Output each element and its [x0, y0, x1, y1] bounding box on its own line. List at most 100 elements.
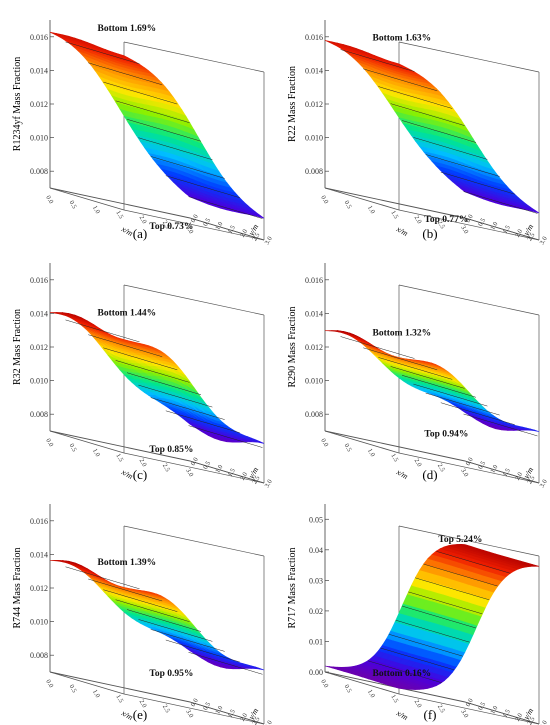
x-tick-label: 1.5 — [114, 210, 124, 221]
z-tick-label: 0.016 — [30, 33, 48, 42]
x-tick-label: 2.0 — [413, 458, 423, 469]
chart-panel-d: 0.008 0.010 0.012 0.014 0.016 0.0 0.5 1.0 1.5 2.0… — [280, 243, 550, 489]
x-tick-label: 0.5 — [343, 684, 353, 695]
y-tick-label: 0.5 — [202, 701, 212, 712]
surface — [324, 543, 540, 690]
back-top-edge — [398, 41, 540, 73]
x-tick-label: 1.5 — [114, 694, 124, 705]
x-tick-label: 1.5 — [389, 210, 399, 221]
y-tick-label: 2.0 — [514, 228, 524, 239]
surface-cell — [185, 420, 197, 429]
y-tick-label: 2.5 — [526, 232, 536, 243]
x-ticks: 0.0 0.5 1.0 1.5 2.0 2.5 3.0 — [319, 195, 469, 236]
contour-line — [363, 347, 438, 371]
chart-panel-e: 0.008 0.010 0.012 0.014 0.016 0.0 0.5 1.0 1.5 2.0… — [5, 484, 275, 725]
surface-plot-f: 0.000.010.020.030.040.050.0 0.5 1.0 1.5 2.0 2… — [287, 504, 549, 725]
contour-line — [390, 366, 465, 389]
x-tick-label: 0.5 — [68, 443, 78, 454]
contour-line — [126, 609, 202, 632]
x-tick-label: 1.0 — [91, 448, 101, 459]
x-axis-label: x/m — [394, 467, 410, 481]
x-ticks: 0.0 0.5 1.0 1.5 2.0 2.5 3.0 — [44, 438, 194, 479]
y-tick-label: 1.0 — [214, 221, 224, 232]
y-tick-label: 2.5 — [251, 716, 261, 725]
contours — [340, 49, 538, 214]
top-annotation: Top 5.24% — [438, 535, 482, 545]
z-tick-label: 0.016 — [30, 276, 48, 285]
contour-line — [436, 551, 511, 574]
contour-line — [425, 154, 500, 177]
contour-line — [388, 633, 463, 657]
y-ticks: 0.0 0.5 1.0 1.5 2.0 2.5 3.0 — [190, 456, 274, 489]
contour-line — [440, 402, 515, 425]
chart-panel-c: 0.008 0.010 0.012 0.014 0.016 0.0 0.5 1.0 1.5 2.0… — [5, 243, 275, 489]
y-tick-label: 3.0 — [264, 235, 274, 246]
z-tick-label: 0.014 — [30, 550, 48, 559]
z-axis-label: R290 Mass Fraction — [287, 306, 298, 387]
contour-line — [103, 589, 178, 612]
x-tick-label: 0.5 — [343, 200, 353, 211]
y-axis-line — [324, 430, 400, 454]
x-axis-line — [324, 187, 466, 219]
y-tick-label: 0.0 — [465, 456, 475, 467]
y-tick-label: 1.0 — [489, 705, 499, 716]
y-tick-label: 1.5 — [227, 467, 237, 478]
y-tick-label: 2.0 — [239, 471, 249, 482]
z-ticks: 0.008 0.010 0.012 0.014 0.016 — [30, 33, 54, 176]
x-tick-label: 0.0 — [44, 195, 54, 206]
y-tick-label: 0.0 — [190, 213, 200, 224]
z-tick-label: 0.03 — [309, 576, 323, 585]
y-axis-far-line — [464, 460, 540, 484]
panel-label-f: (f) — [423, 707, 437, 722]
x-tick-label: 2.0 — [413, 215, 423, 226]
axes-box — [324, 263, 540, 484]
chart-panel-a: 0.008 0.010 0.012 0.014 0.016 0.0 0.5 1.0 1.5 2.0… — [5, 0, 275, 246]
bottom-annotation: Bottom 1.69% — [98, 24, 157, 34]
back-top-edge — [123, 525, 265, 557]
contour-line — [115, 360, 190, 383]
contour-line — [413, 383, 488, 407]
top-annotation: Top 0.85% — [149, 445, 193, 455]
z-tick-label: 0.016 — [305, 276, 323, 285]
contour-line — [103, 347, 178, 371]
contours — [340, 336, 538, 437]
x-ticks: 0.0 0.5 1.0 1.5 2.0 2.5 3.0 — [319, 438, 469, 479]
z-tick-label: 0.012 — [30, 584, 48, 593]
back-top-edge — [123, 41, 265, 73]
y-axis-far-line — [189, 701, 265, 725]
contour-line — [380, 647, 455, 671]
y-tick-label: 1.5 — [227, 708, 237, 719]
y-tick-label: 2.0 — [239, 712, 249, 723]
y-axis-far-line — [189, 217, 265, 241]
y-axis-line — [49, 187, 125, 211]
x-tick-label: 0.0 — [319, 438, 329, 449]
contour-line — [103, 81, 178, 105]
x-tick-label: 1.0 — [366, 448, 376, 459]
z-axis-label: R32 Mass Fraction — [12, 309, 23, 385]
contour-line — [150, 397, 225, 420]
z-ticks: 0.008 0.010 0.012 0.014 0.016 — [30, 517, 54, 660]
z-tick-label: 0.010 — [30, 377, 48, 386]
contour-line — [126, 372, 202, 395]
contour-line — [150, 156, 225, 179]
back-floor-edge — [398, 452, 540, 484]
z-ticks: 0.00 0.01 0.02 0.03 0.04 0.05 — [309, 515, 329, 677]
contour-line — [463, 191, 538, 214]
contour-line — [138, 137, 213, 160]
x-ticks: 0.0 0.5 1.0 1.5 2.0 2.5 3.0 — [319, 679, 469, 720]
surface — [49, 559, 265, 671]
contours — [65, 566, 263, 675]
x-tick-label: 3.0 — [184, 709, 194, 720]
z-ticks: 0.008 0.010 0.012 0.014 0.016 — [30, 276, 54, 419]
z-tick-label: 0.010 — [305, 134, 323, 143]
x-tick-label: 3.0 — [459, 709, 469, 720]
x-tick-label: 2.0 — [138, 458, 148, 469]
y-tick-label: 2.5 — [526, 716, 536, 725]
z-tick-label: 0.016 — [305, 33, 323, 42]
x-ticks: 0.0 0.5 1.0 1.5 2.0 2.5 3.0 — [44, 195, 194, 236]
y-ticks: 0.0 0.5 1.0 1.5 2.0 2.5 3.0 — [465, 697, 549, 725]
y-tick-label: 1.0 — [489, 464, 499, 475]
y-axis-line — [49, 430, 125, 454]
contour-line — [65, 41, 140, 65]
